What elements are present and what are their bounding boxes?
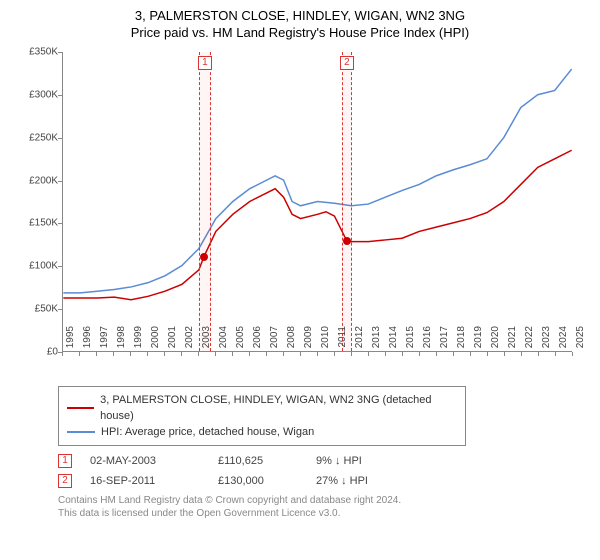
x-axis-label: 2010 — [320, 326, 331, 356]
x-axis-label: 2021 — [507, 326, 518, 356]
events-table: 1 02-MAY-2003 £110,625 9% ↓ HPI 2 16-SEP… — [58, 454, 586, 488]
x-axis-label: 2012 — [354, 326, 365, 356]
event-diff: 27% ↓ HPI — [316, 475, 368, 487]
x-axis-label: 1995 — [65, 326, 76, 356]
title-line2: Price paid vs. HM Land Registry's House … — [14, 25, 586, 40]
x-axis-label: 1998 — [116, 326, 127, 356]
y-axis-label: £50K — [14, 304, 58, 315]
x-axis-label: 2007 — [269, 326, 280, 356]
x-axis-label: 2011 — [337, 326, 348, 356]
y-axis-label: £100K — [14, 261, 58, 272]
x-axis-label: 2004 — [218, 326, 229, 356]
event-row: 2 16-SEP-2011 £130,000 27% ↓ HPI — [58, 474, 586, 488]
x-axis-label: 2003 — [201, 326, 212, 356]
event-marker: 1 — [58, 454, 72, 468]
event-marker: 2 — [58, 474, 72, 488]
x-axis-label: 2015 — [405, 326, 416, 356]
legend-label: 3, PALMERSTON CLOSE, HINDLEY, WIGAN, WN2… — [100, 392, 457, 424]
event-shade — [342, 52, 352, 351]
legend: 3, PALMERSTON CLOSE, HINDLEY, WIGAN, WN2… — [58, 386, 466, 446]
x-axis-label: 2022 — [524, 326, 535, 356]
x-axis-label: 2019 — [473, 326, 484, 356]
event-date: 02-MAY-2003 — [90, 455, 200, 467]
y-axis-label: £0 — [14, 347, 58, 358]
y-axis-label: £250K — [14, 132, 58, 143]
x-axis-label: 2020 — [490, 326, 501, 356]
x-axis-label: 1996 — [82, 326, 93, 356]
event-diff: 9% ↓ HPI — [316, 455, 362, 467]
x-axis-label: 2013 — [371, 326, 382, 356]
event-date: 16-SEP-2011 — [90, 475, 200, 487]
event-row: 1 02-MAY-2003 £110,625 9% ↓ HPI — [58, 454, 586, 468]
chart-lines — [63, 52, 572, 351]
titles: 3, PALMERSTON CLOSE, HINDLEY, WIGAN, WN2… — [14, 8, 586, 40]
legend-item: 3, PALMERSTON CLOSE, HINDLEY, WIGAN, WN2… — [67, 392, 457, 424]
plot-area: 12 — [62, 52, 572, 352]
y-axis-label: £150K — [14, 218, 58, 229]
y-axis-label: £300K — [14, 89, 58, 100]
y-axis-label: £350K — [14, 47, 58, 58]
footer-line2: This data is licensed under the Open Gov… — [58, 507, 586, 520]
title-line1: 3, PALMERSTON CLOSE, HINDLEY, WIGAN, WN2… — [14, 8, 586, 23]
x-axis-label: 2006 — [252, 326, 263, 356]
chart-container: 3, PALMERSTON CLOSE, HINDLEY, WIGAN, WN2… — [0, 0, 600, 560]
footer-line1: Contains HM Land Registry data © Crown c… — [58, 494, 586, 507]
legend-swatch — [67, 431, 95, 433]
chart-area: 12 £0£50K£100K£150K£200K£250K£300K£350K1… — [20, 46, 580, 382]
x-axis-label: 2008 — [286, 326, 297, 356]
x-axis-label: 2023 — [541, 326, 552, 356]
x-axis-label: 2002 — [184, 326, 195, 356]
y-axis-label: £200K — [14, 175, 58, 186]
event-marker-on-chart: 2 — [340, 56, 354, 70]
legend-label: HPI: Average price, detached house, Wiga… — [101, 424, 314, 440]
event-shade — [199, 52, 211, 351]
x-axis-label: 2025 — [575, 326, 586, 356]
x-axis-label: 2000 — [150, 326, 161, 356]
x-axis-label: 2024 — [558, 326, 569, 356]
x-axis-label: 2014 — [388, 326, 399, 356]
event-price: £130,000 — [218, 475, 298, 487]
x-axis-label: 2005 — [235, 326, 246, 356]
x-axis-label: 2018 — [456, 326, 467, 356]
legend-swatch — [67, 407, 94, 409]
legend-item: HPI: Average price, detached house, Wiga… — [67, 424, 457, 440]
event-marker-on-chart: 1 — [198, 56, 212, 70]
sale-marker-dot — [200, 253, 208, 261]
x-axis-label: 2016 — [422, 326, 433, 356]
footer: Contains HM Land Registry data © Crown c… — [58, 494, 586, 520]
x-axis-label: 2009 — [303, 326, 314, 356]
x-axis-label: 1999 — [133, 326, 144, 356]
sale-marker-dot — [343, 237, 351, 245]
x-axis-label: 1997 — [99, 326, 110, 356]
x-axis-label: 2017 — [439, 326, 450, 356]
event-price: £110,625 — [218, 455, 298, 467]
x-axis-label: 2001 — [167, 326, 178, 356]
